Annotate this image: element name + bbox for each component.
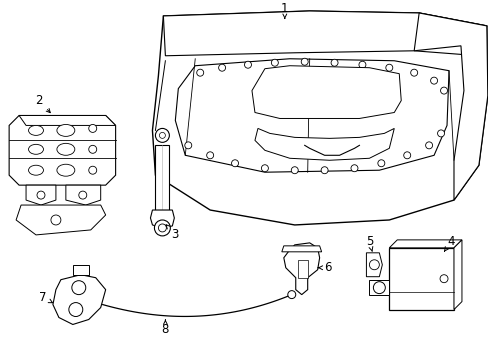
Circle shape (244, 61, 251, 68)
Circle shape (287, 291, 295, 298)
Circle shape (88, 166, 97, 174)
Polygon shape (366, 253, 382, 277)
Circle shape (158, 224, 166, 232)
Circle shape (159, 132, 165, 138)
Circle shape (271, 59, 278, 66)
Text: 5: 5 (365, 235, 372, 251)
Circle shape (218, 64, 225, 71)
Polygon shape (66, 185, 101, 205)
Circle shape (206, 152, 213, 159)
Text: 2: 2 (35, 94, 50, 113)
Ellipse shape (28, 165, 43, 175)
Polygon shape (19, 116, 115, 125)
Ellipse shape (57, 125, 75, 136)
Text: 8: 8 (162, 320, 169, 336)
Circle shape (410, 69, 417, 76)
Circle shape (88, 145, 97, 153)
Polygon shape (175, 59, 448, 172)
Polygon shape (254, 129, 393, 160)
Polygon shape (9, 116, 115, 185)
Polygon shape (26, 185, 56, 205)
Circle shape (430, 77, 437, 84)
Circle shape (231, 160, 238, 167)
Circle shape (72, 281, 85, 294)
Text: 1: 1 (281, 3, 288, 18)
Text: 3: 3 (166, 225, 179, 242)
Circle shape (440, 87, 447, 94)
Polygon shape (283, 243, 319, 294)
Circle shape (330, 59, 337, 66)
Polygon shape (152, 11, 487, 225)
Polygon shape (251, 66, 401, 118)
Text: 7: 7 (39, 291, 52, 304)
Polygon shape (163, 11, 486, 56)
Circle shape (350, 165, 357, 172)
Circle shape (301, 58, 307, 65)
Polygon shape (368, 280, 388, 294)
Circle shape (184, 142, 191, 149)
Polygon shape (297, 260, 307, 278)
Circle shape (437, 130, 444, 137)
Polygon shape (73, 265, 88, 275)
Circle shape (385, 64, 392, 71)
Circle shape (155, 129, 169, 142)
Circle shape (291, 167, 298, 174)
Circle shape (37, 191, 45, 199)
Polygon shape (16, 205, 105, 235)
Polygon shape (155, 145, 169, 210)
Circle shape (261, 165, 268, 172)
Polygon shape (281, 246, 321, 252)
Circle shape (88, 125, 97, 132)
Polygon shape (53, 275, 105, 324)
Polygon shape (453, 240, 461, 310)
Polygon shape (413, 13, 487, 200)
Polygon shape (388, 248, 453, 310)
Polygon shape (150, 210, 174, 228)
Circle shape (79, 191, 86, 199)
Circle shape (373, 282, 385, 294)
Circle shape (425, 142, 432, 149)
Circle shape (51, 215, 61, 225)
Circle shape (321, 167, 327, 174)
Circle shape (403, 152, 410, 159)
Text: 4: 4 (444, 235, 454, 251)
Circle shape (377, 160, 384, 167)
Circle shape (196, 69, 203, 76)
Ellipse shape (28, 144, 43, 154)
Ellipse shape (28, 125, 43, 135)
Circle shape (368, 260, 379, 270)
Circle shape (154, 220, 170, 236)
Polygon shape (388, 240, 461, 248)
Text: 6: 6 (318, 261, 331, 274)
Circle shape (69, 302, 82, 316)
Circle shape (358, 61, 365, 68)
Ellipse shape (57, 164, 75, 176)
Ellipse shape (57, 143, 75, 155)
Circle shape (439, 275, 447, 283)
